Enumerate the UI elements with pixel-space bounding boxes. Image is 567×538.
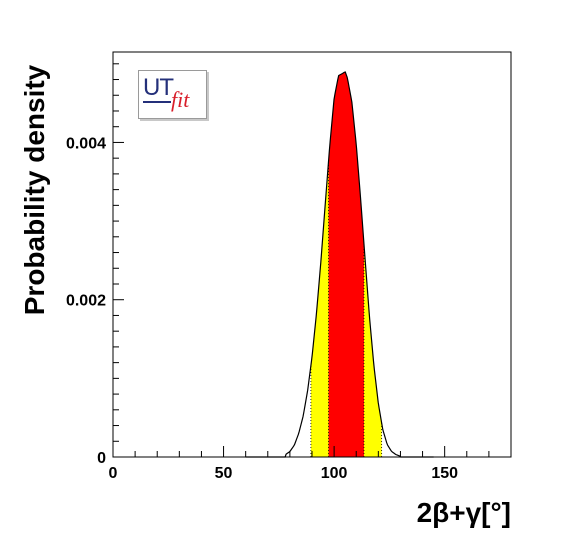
y-tick-label: 0.002 [66, 293, 106, 310]
x-axis-title: 2β+γ[°] [417, 497, 511, 528]
x-tick-label: 150 [431, 465, 458, 482]
band-68pct [328, 71, 364, 457]
utfit-logo: UT fit [138, 70, 207, 119]
logo-underline [143, 101, 171, 103]
x-axis-ticks: 0 50 100 150 [109, 446, 512, 482]
logo-fit-text: fit [171, 87, 190, 112]
y-tick-label: 0 [97, 450, 106, 467]
x-tick-label: 50 [215, 465, 233, 482]
logo-ut-text: UT [143, 74, 174, 101]
y-axis-ticks: 0 0.002 0.004 [66, 63, 124, 467]
y-axis-title: Probability density [19, 64, 50, 315]
confidence-bands [310, 71, 383, 457]
x-tick-label: 0 [109, 465, 118, 482]
x-tick-label: 100 [321, 465, 348, 482]
y-tick-label: 0.004 [66, 135, 106, 152]
